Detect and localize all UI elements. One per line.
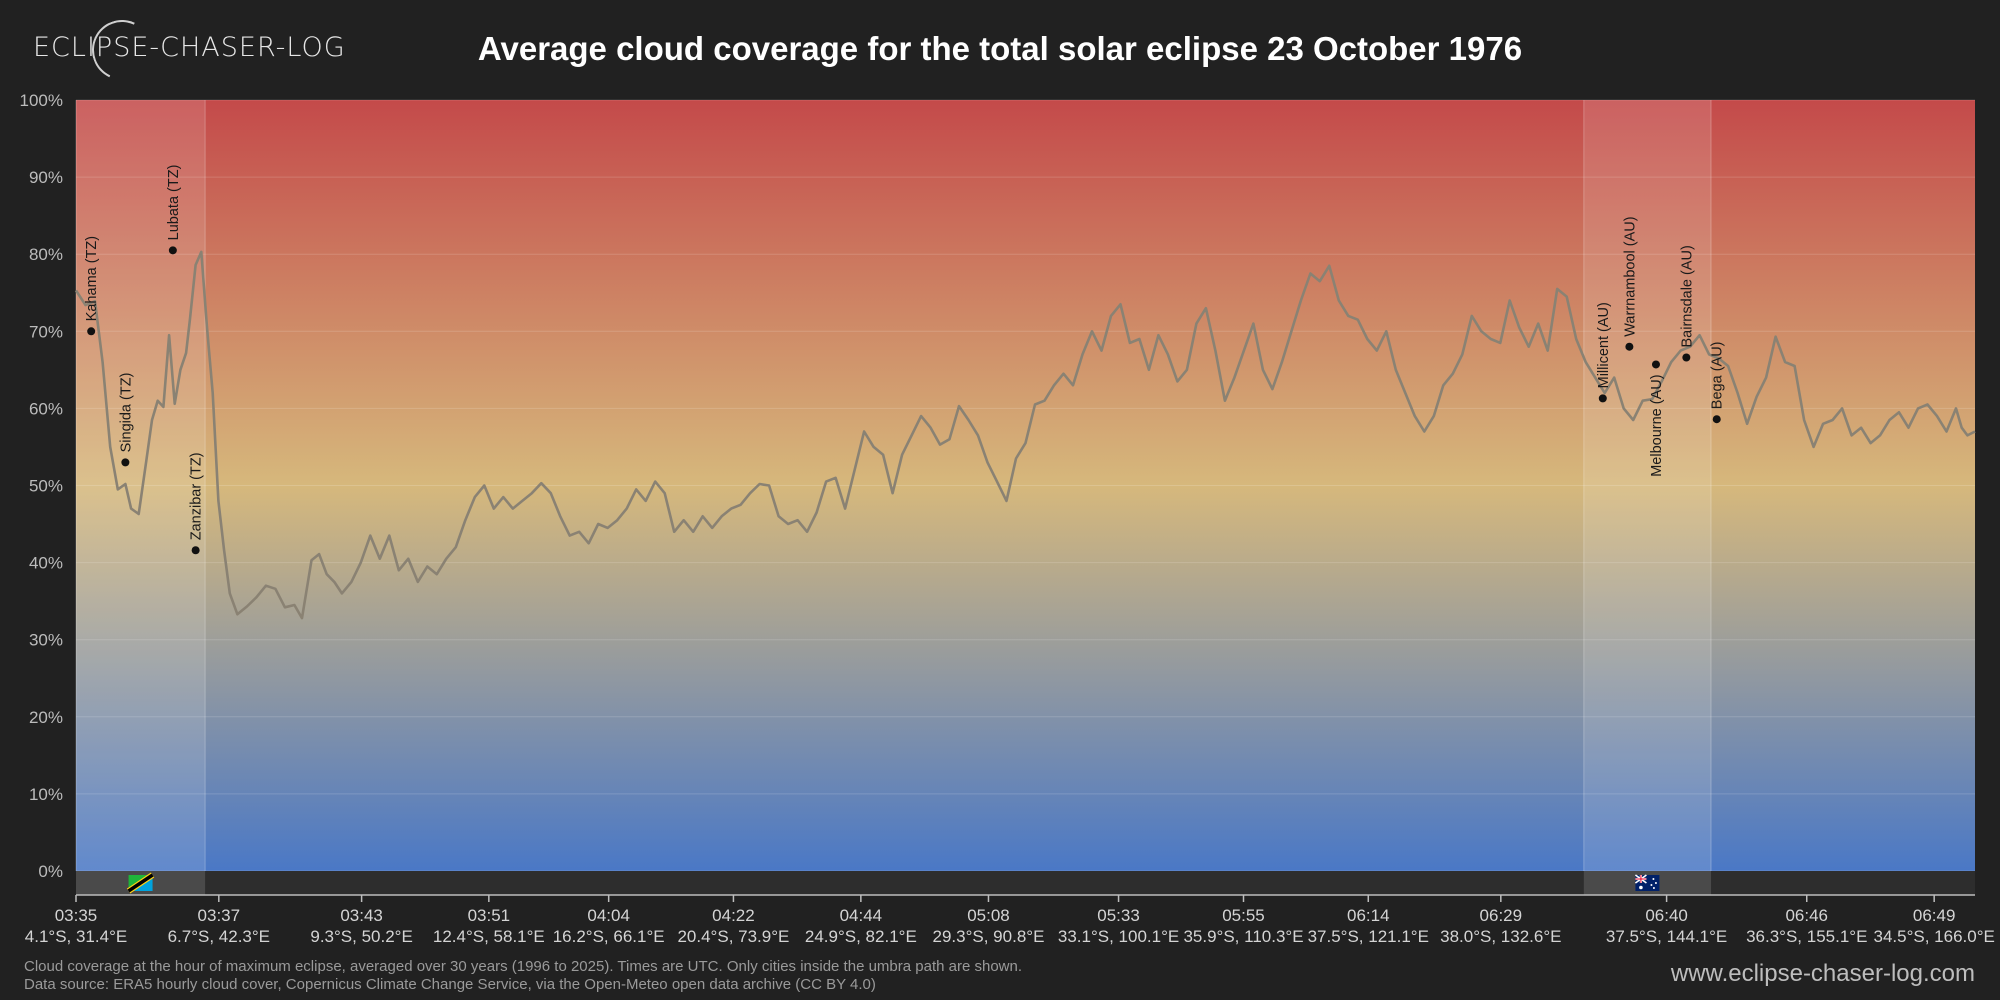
city-marker (168, 246, 177, 255)
footnote-line-2: Data source: ERA5 hourly cloud cover, Co… (24, 976, 876, 993)
x-tick-coord: 37.5°S, 144.1°E (1606, 927, 1727, 946)
x-tick-coord: 38.0°S, 132.6°E (1440, 927, 1561, 946)
flag-star (1650, 884, 1653, 886)
city-label: Singida (TZ) (118, 373, 134, 453)
x-tick-time: 04:22 (712, 906, 755, 925)
x-tick-time: 06:40 (1645, 906, 1688, 925)
chart-title-text: Average cloud coverage for the total sol… (477, 30, 1523, 67)
city-label: Bairnsdale (AU) (1679, 245, 1695, 347)
y-tick-label: 100% (20, 91, 63, 110)
y-tick-label: 0% (38, 862, 63, 881)
x-tick-coord: 24.9°S, 82.1°E (805, 927, 917, 946)
city-label: Lubata (TZ) (166, 165, 182, 241)
x-tick-time: 05:08 (967, 906, 1010, 925)
umbra-country-band (76, 100, 206, 871)
flag-part (127, 873, 154, 893)
x-tick-time: 03:35 (55, 906, 98, 925)
x-tick-coord: 34.5°S, 166.0°E (1873, 927, 1994, 946)
x-tick-coord: 35.9°S, 110.3°E (1183, 927, 1303, 946)
x-tick-time: 03:37 (198, 906, 241, 925)
city-marker (1712, 415, 1721, 424)
x-tick-time: 05:55 (1222, 906, 1265, 925)
x-tick-coord: 6.7°S, 42.3°E (168, 927, 270, 946)
x-tick-time: 05:33 (1097, 906, 1140, 925)
x-tick-time: 06:49 (1913, 906, 1956, 925)
y-tick-label: 30% (29, 631, 63, 650)
x-tick-coord: 29.3°S, 90.8°E (933, 927, 1045, 946)
x-tick-time: 04:04 (587, 906, 630, 925)
tanzania-flag (126, 872, 155, 894)
x-tick-coord: 36.3°S, 155.1°E (1746, 927, 1867, 946)
y-tick-label: 10% (29, 785, 63, 804)
x-tick-coord: 33.1°S, 100.1°E (1058, 927, 1179, 946)
australia-flag (1634, 874, 1660, 891)
city-marker (1651, 360, 1660, 369)
y-tick-label: 60% (29, 399, 63, 418)
city-marker (191, 546, 200, 555)
x-tick-time: 06:29 (1480, 906, 1523, 925)
flag-star (1639, 885, 1643, 890)
city-marker (1625, 342, 1634, 351)
x-tick-time: 06:46 (1785, 906, 1828, 925)
x-tick-coord: 9.3°S, 50.2°E (310, 927, 412, 946)
x-tick-coord: 12.4°S, 58.1°E (433, 927, 545, 946)
logo: ECLIPSE-CHASER-LOG (33, 32, 346, 63)
x-tick-time: 06:14 (1347, 906, 1390, 925)
plot-background (76, 100, 1975, 871)
city-marker (1682, 353, 1691, 362)
x-tick-coord: 16.2°S, 66.1°E (553, 927, 665, 946)
footnote-line-1: Cloud coverage at the hour of maximum ec… (24, 958, 1022, 975)
flag-star (1652, 878, 1655, 880)
city-label: Zanzibar (TZ) (189, 452, 205, 540)
city-marker (87, 327, 96, 336)
umbra-country-band (1583, 100, 1712, 871)
y-tick-label: 80% (29, 245, 63, 264)
x-tick-time: 03:51 (468, 906, 511, 925)
y-tick-label: 50% (29, 477, 63, 496)
city-marker (1598, 394, 1607, 403)
x-tick-time: 03:43 (340, 906, 383, 925)
city-label: Kahama (TZ) (84, 236, 100, 321)
city-label: Millicent (AU) (1596, 302, 1612, 388)
city-marker (121, 458, 130, 467)
x-tick-time: 04:44 (840, 906, 883, 925)
y-tick-label: 90% (29, 168, 63, 187)
y-tick-label: 70% (29, 322, 63, 341)
cloud-coverage-line (74, 250, 1976, 620)
y-tick-label: 20% (29, 708, 63, 727)
flag-star (1652, 887, 1655, 889)
website-link[interactable]: www.eclipse-chaser-log.com (1670, 960, 1975, 987)
city-label: Warrnambool (AU) (1622, 216, 1638, 336)
x-tick-coord: 20.4°S, 73.9°E (677, 927, 789, 946)
city-label: Bega (AU) (1710, 341, 1726, 409)
chart-title: Average cloud coverage for the total sol… (0, 30, 2000, 68)
city-label: Melbourne (AU) (1649, 374, 1665, 476)
x-tick-coord: 4.1°S, 31.4°E (25, 927, 127, 946)
flag-star (1654, 882, 1657, 884)
y-tick-label: 40% (29, 554, 63, 573)
x-tick-coord: 37.5°S, 121.1°E (1308, 927, 1429, 946)
